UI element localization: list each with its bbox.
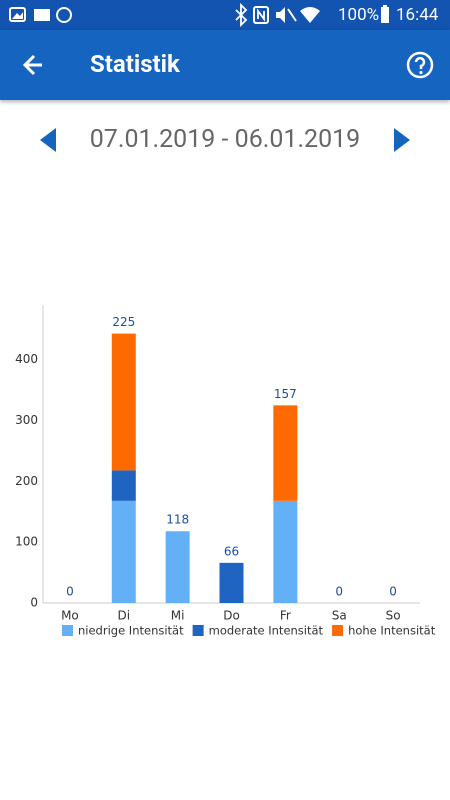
data-label: 0 (66, 585, 74, 599)
y-tick-label: 100 (15, 535, 38, 549)
data-label: 66 (224, 544, 239, 558)
previous-button[interactable] (38, 125, 58, 155)
bar-segment (111, 470, 136, 501)
x-tick-label: Fr (280, 609, 291, 623)
data-label: 225 (112, 315, 135, 329)
data-label: 0 (335, 585, 343, 599)
y-tick-label: 200 (15, 474, 38, 488)
data-label: 0 (389, 585, 397, 599)
battery-icon (381, 5, 389, 23)
bar-segment (111, 500, 136, 603)
bar-segment (273, 405, 298, 501)
y-tick-label: 0 (30, 596, 38, 610)
back-button[interactable] (20, 50, 50, 80)
legend-swatch (192, 625, 204, 636)
notification-icons (9, 7, 73, 23)
legend-swatch (62, 625, 73, 636)
y-tick-label: 300 (15, 413, 38, 427)
title: Statistik (90, 50, 180, 78)
x-tick-label: Do (223, 609, 240, 623)
legend-label: niedrige Intensität (78, 624, 184, 638)
bar-segment (165, 531, 190, 603)
app-bar: Statistik (0, 30, 450, 100)
x-tick-label: Di (117, 609, 130, 623)
legend-swatch (332, 625, 344, 636)
legend-label: hohe Intensität (348, 624, 436, 638)
clock: 16:44 (396, 5, 439, 25)
status-bar: 100% 16:44 (0, 0, 450, 30)
x-tick-label: Mi (171, 609, 185, 623)
battery-text: 100% (338, 5, 380, 25)
date-range: 07.01.2019 - 06.01.2019 (89, 125, 361, 154)
y-tick-label: 400 (15, 352, 38, 366)
date-navigation: 07.01.2019 - 06.01.2019 (0, 120, 450, 160)
x-tick-label: Mo (61, 609, 79, 623)
data-label: 157 (274, 387, 297, 401)
chart: 0100200300400Mo0Di50225Mi118Do66Fr168157… (15, 305, 436, 638)
legend-label: moderate Intensität (209, 624, 324, 638)
data-label: 118 (166, 513, 189, 527)
bar-segment (273, 500, 298, 603)
x-tick-label: So (386, 609, 401, 623)
x-tick-label: Sa (332, 609, 347, 623)
bar-segment (111, 333, 136, 471)
system-icons (235, 2, 320, 28)
next-button[interactable] (392, 125, 412, 155)
bar-segment (219, 562, 244, 603)
help-button[interactable] (405, 50, 435, 80)
